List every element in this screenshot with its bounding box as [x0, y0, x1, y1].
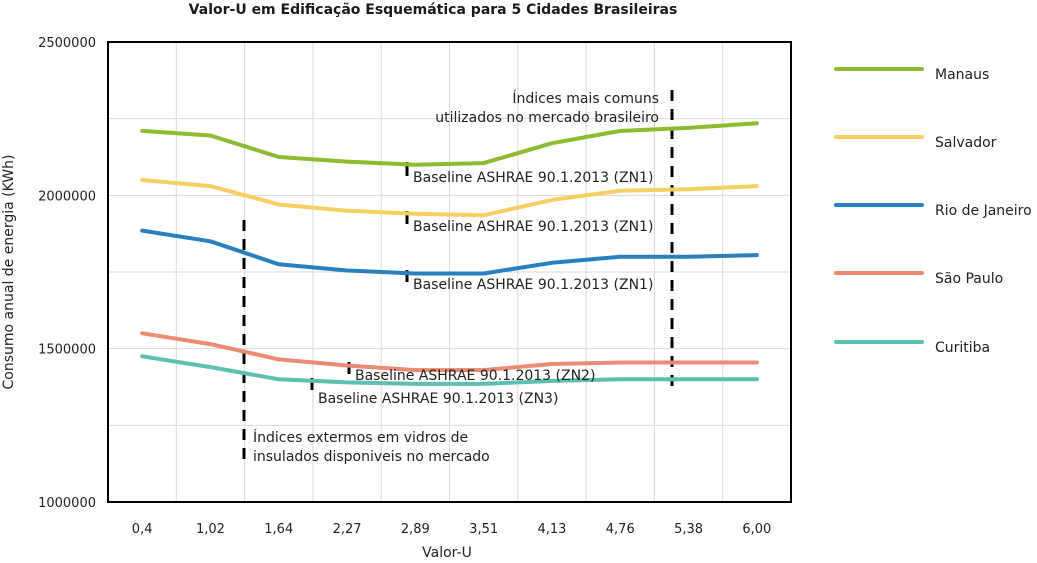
legend-label-curitiba: Curitiba — [935, 340, 990, 356]
series-line-curitiba — [140, 354, 759, 386]
y-axis-label: Consumo anual de energia (KWh) — [1, 155, 17, 390]
annotation-baseline-zn1-salvador: Baseline ASHRAE 90.1.2013 (ZN1) — [413, 219, 653, 235]
annotation-common-line2: utilizados no mercado brasileiro — [435, 110, 659, 126]
annotation-extreme-line2: insulados disponiveis no mercado — [253, 449, 490, 465]
y-tick-label: 1500000 — [38, 343, 96, 358]
x-tick-label: 4,76 — [606, 522, 635, 537]
plot-frame — [107, 41, 792, 503]
legend: Manaus Salvador Rio de Janeiro São Paulo Cur… — [834, 67, 1032, 356]
annotation-extreme-line1: Índices extermos em vidros de — [253, 429, 468, 446]
x-tick-label: 3,51 — [469, 522, 498, 537]
x-axis-label: Valor-U — [422, 545, 472, 561]
x-tick-label: 2,27 — [333, 522, 362, 537]
annotation-baseline-zn2: Baseline ASHRAE 90.1.2013 (ZN2) — [355, 368, 595, 384]
y-tick-label: 1000000 — [38, 496, 96, 511]
annotation-common-line1: Índices mais comuns — [512, 90, 659, 107]
x-tick-label: 1,64 — [264, 522, 293, 537]
series-line-s-o-paulo — [140, 331, 759, 373]
chart-title: Valor-U em Edificação Esquemática para 5… — [188, 2, 678, 18]
series-line-manaus — [140, 121, 759, 167]
x-tick-label: 0,4 — [132, 522, 153, 537]
series-line-rio-de-janeiro — [140, 228, 759, 276]
legend-label-s-o-paulo: São Paulo — [935, 271, 1003, 287]
y-tick-label: 2500000 — [38, 36, 96, 51]
x-tick-label: 4,13 — [537, 522, 566, 537]
legend-label-manaus: Manaus — [935, 67, 989, 83]
legend-label-salvador: Salvador — [935, 135, 997, 151]
x-tick-label: 2,89 — [401, 522, 430, 537]
x-tick-label: 5,38 — [674, 522, 703, 537]
tick-labels: 0,4 1,02 1,64 2,27 2,89 3,51 4,13 4,76 5,38 6,00 1… — [38, 36, 771, 537]
x-tick-label: 1,02 — [196, 522, 225, 537]
annotation-baseline-zn3: Baseline ASHRAE 90.1.2013 (ZN3) — [318, 391, 558, 407]
x-tick-label: 6,00 — [742, 522, 771, 537]
annotation-baseline-zn1-manaus: Baseline ASHRAE 90.1.2013 (ZN1) — [413, 170, 653, 186]
legend-label-rio-de-janeiro: Rio de Janeiro — [935, 203, 1032, 219]
annotation-baseline-zn1-rio: Baseline ASHRAE 90.1.2013 (ZN1) — [413, 277, 653, 293]
series-lines — [140, 121, 759, 386]
series-line-salvador — [140, 178, 759, 218]
y-tick-label: 2000000 — [38, 189, 96, 204]
